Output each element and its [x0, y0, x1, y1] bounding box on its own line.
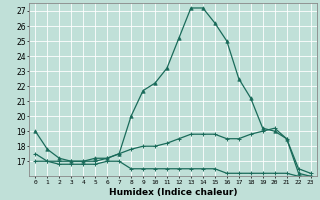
- X-axis label: Humidex (Indice chaleur): Humidex (Indice chaleur): [109, 188, 237, 197]
